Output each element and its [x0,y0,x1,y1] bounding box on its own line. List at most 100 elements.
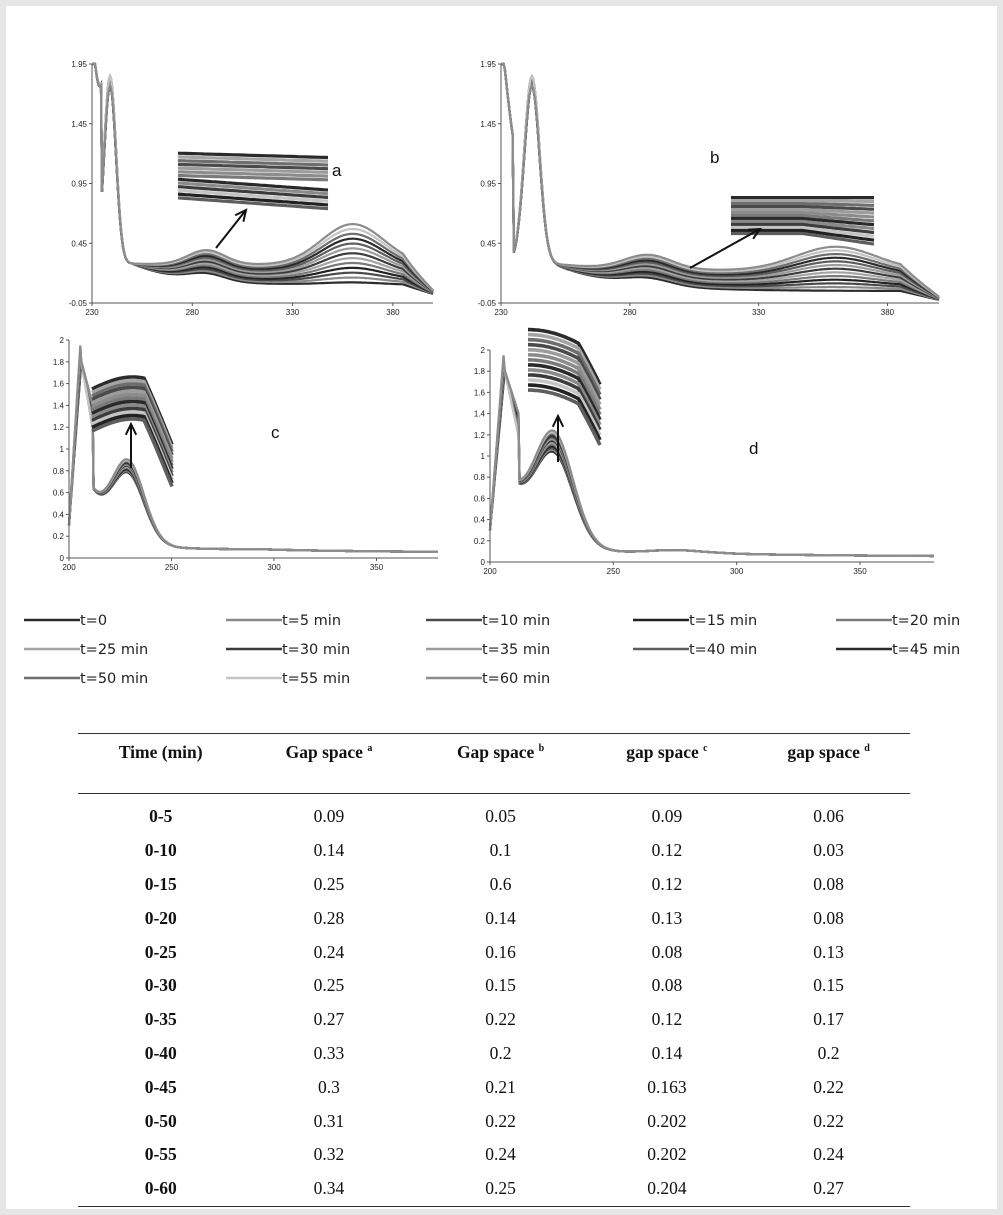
gap-value-cell: 0.14 [587,1037,748,1071]
y-tick-label: 1.4 [53,401,65,410]
inset-b [731,198,874,245]
y-tick-label: 1.2 [474,431,486,440]
gap-value-cell: 0.15 [415,969,587,1003]
y-tick-label: 1.4 [474,410,486,419]
legend-label: t=30 min [282,642,350,658]
gap-value-cell: 0.14 [415,901,587,935]
gap-value-cell: 0.05 [415,794,587,834]
y-tick-label: 1 [481,452,486,461]
figure-card: -0.05 0.45 0.95 1.45 1.95 230 280 330 380 -0.05 0.… [6,6,997,1209]
time-cell: 0-35 [78,1003,243,1037]
y-tick-label: 1.2 [53,423,65,432]
inset-b-line [731,201,874,202]
series-line-d-0 [490,371,934,556]
table-row: 0-35 0.27 0.22 0.12 0.17 [78,1003,910,1037]
x-tick-label: 330 [286,308,300,317]
time-cell: 0-50 [78,1104,243,1138]
y-tick-label: 1.45 [480,120,496,129]
gap-value-cell: 0.08 [747,901,910,935]
y-tick-label: 1.6 [474,388,486,397]
time-cell: 0-15 [78,868,243,902]
gap-value-cell: 0.3 [243,1070,414,1104]
x-tick-label: 350 [370,563,384,572]
x-tick-label: 380 [386,308,400,317]
panel-label-d: d [749,439,758,458]
gap-value-cell: 0.24 [415,1138,587,1172]
arrow-a-shaft [216,210,246,248]
gap-value-cell: 0.22 [415,1104,587,1138]
gap-value-cell: 0.06 [747,794,910,834]
gap-value-cell: 0.16 [415,935,587,969]
series-line-d-2 [490,371,934,556]
x-tick-label: 200 [62,563,76,572]
series-line-d-11 [490,358,934,556]
header-gap-b: Gap space b [415,734,587,794]
gap-value-cell: 0.25 [243,969,414,1003]
y-tick-label: 0 [481,558,486,567]
header-time: Time (min) [78,734,243,794]
gap-value-cell: 0.15 [747,969,910,1003]
y-tick-label: 0.2 [474,537,486,546]
time-cell: 0-60 [78,1172,243,1206]
y-tick-label: 0 [60,554,65,563]
gap-value-cell: 0.6 [415,868,587,902]
y-tick-label: -0.05 [478,299,497,308]
gap-value-cell: 0.22 [747,1070,910,1104]
gap-value-cell: 0.09 [243,794,414,834]
legend-label: t=5 min [282,613,341,629]
time-cell: 0-30 [78,969,243,1003]
y-tick-label: 1.6 [53,380,65,389]
gap-value-cell: 0.24 [243,935,414,969]
panel-label-b: b [710,148,719,167]
series-line-d-4 [490,371,934,556]
table-row: 0-10 0.14 0.1 0.12 0.03 [78,834,910,868]
table-row: 0-60 0.34 0.25 0.204 0.27 [78,1172,910,1206]
legend-label: t=25 min [80,642,148,658]
time-cell: 0-40 [78,1037,243,1071]
legend-label: t=10 min [482,613,550,629]
gap-value-cell: 0.2 [747,1037,910,1071]
panel-c-axes: 00.20.40.60.811.21.41.61.82200 250 300 350 [53,336,438,572]
panel-b-series [501,64,939,300]
gap-value-cell: 0.13 [747,935,910,969]
x-tick-label: 230 [494,308,508,317]
arrow-a [216,210,246,248]
x-tick-label: 200 [483,567,497,576]
x-tick-label: 330 [752,308,766,317]
table-row: 0-30 0.25 0.15 0.08 0.15 [78,969,910,1003]
legend-item: t=50 min [24,671,148,687]
header-gap-a: Gap space a [243,734,414,794]
gap-value-cell: 0.03 [747,834,910,868]
gap-value-cell: 0.24 [747,1138,910,1172]
panel-label-a: a [332,161,342,180]
x-tick-label: 300 [730,567,744,576]
y-tick-label: 0.2 [53,532,65,541]
gap-value-cell: 0.202 [587,1104,748,1138]
series-line-d-5 [490,371,934,556]
legend-label: t=50 min [80,671,148,687]
series-line-d-6 [490,370,934,556]
legend-item: t=30 min [226,642,350,658]
x-tick-label: 280 [186,308,200,317]
table-row: 0-45 0.3 0.21 0.163 0.22 [78,1070,910,1104]
series-line-d-3 [490,371,934,556]
time-cell: 0-20 [78,901,243,935]
legend-item: t=35 min [426,642,550,658]
gap-value-cell: 0.31 [243,1104,414,1138]
y-tick-label: 0.8 [53,467,65,476]
y-tick-label: 1.45 [71,120,87,129]
legend-label: t=55 min [282,671,350,687]
gap-value-cell: 0.08 [587,935,748,969]
header-gap-d: gap space d [747,734,910,794]
table-row: 0-50 0.31 0.22 0.202 0.22 [78,1104,910,1138]
x-tick-label: 250 [165,563,179,572]
time-cell: 0-5 [78,794,243,834]
gap-value-cell: 0.09 [587,794,748,834]
legend-label: t=20 min [892,613,960,629]
legend-label: t=15 min [689,613,757,629]
gap-value-cell: 0.21 [415,1070,587,1104]
y-tick-label: 1.95 [71,60,87,69]
x-tick-label: 280 [623,308,637,317]
legend-item: t=55 min [226,671,350,687]
gap-value-cell: 0.14 [243,834,414,868]
